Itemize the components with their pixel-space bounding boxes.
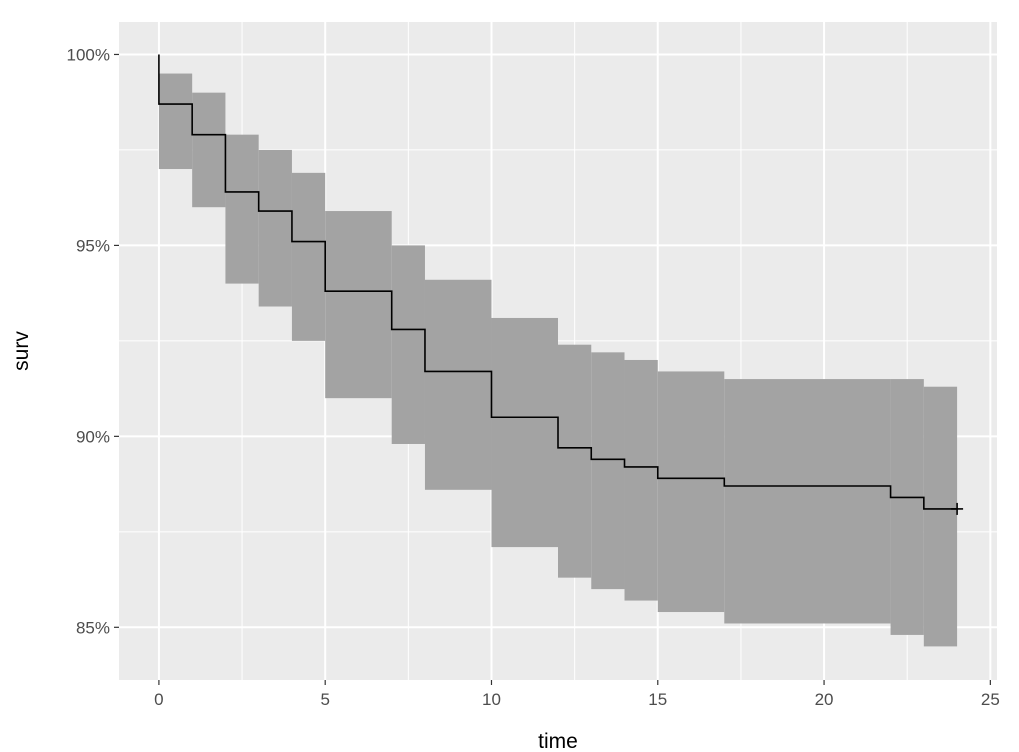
survival-curve bbox=[158, 54, 958, 510]
x-axis-title: time bbox=[538, 730, 578, 752]
ci-band-segment bbox=[491, 317, 558, 548]
x-tick-label: 25 bbox=[981, 690, 1000, 709]
confidence-band bbox=[158, 73, 958, 647]
ci-band-segment bbox=[624, 359, 658, 601]
x-tick-label: 15 bbox=[648, 690, 667, 709]
ci-band-segment bbox=[225, 134, 259, 284]
x-tick-label: 5 bbox=[320, 690, 329, 709]
y-tick-label: 90% bbox=[76, 427, 110, 446]
y-tick-label: 95% bbox=[76, 236, 110, 255]
y-axis-title: surv bbox=[10, 331, 33, 371]
y-tick-label: 100% bbox=[67, 45, 110, 64]
y-tick-label: 85% bbox=[76, 618, 110, 637]
survival-step-line bbox=[158, 54, 958, 510]
ci-band-segment bbox=[391, 245, 425, 444]
ci-band-segment bbox=[558, 344, 592, 578]
ci-band-segment bbox=[424, 279, 492, 490]
ci-band-segment bbox=[591, 352, 625, 590]
ci-band-segment bbox=[657, 371, 725, 613]
ci-band-segment bbox=[291, 172, 326, 341]
ci-band-segment bbox=[258, 149, 292, 307]
x-tick-label: 10 bbox=[482, 690, 501, 709]
y-axis: 85% 90% 95% 100% bbox=[67, 45, 119, 637]
censor-marks bbox=[951, 502, 964, 515]
ci-band-segment bbox=[158, 73, 193, 170]
ci-band-segment bbox=[890, 379, 924, 635]
ci-band-segment bbox=[192, 92, 226, 208]
ci-band-segment bbox=[325, 211, 392, 399]
x-axis: 0 5 10 15 20 25 bbox=[154, 680, 1000, 709]
x-tick-label: 20 bbox=[815, 690, 834, 709]
x-tick-label: 0 bbox=[154, 690, 163, 709]
ci-band-segment bbox=[923, 386, 958, 647]
ci-band-segment bbox=[724, 379, 891, 624]
